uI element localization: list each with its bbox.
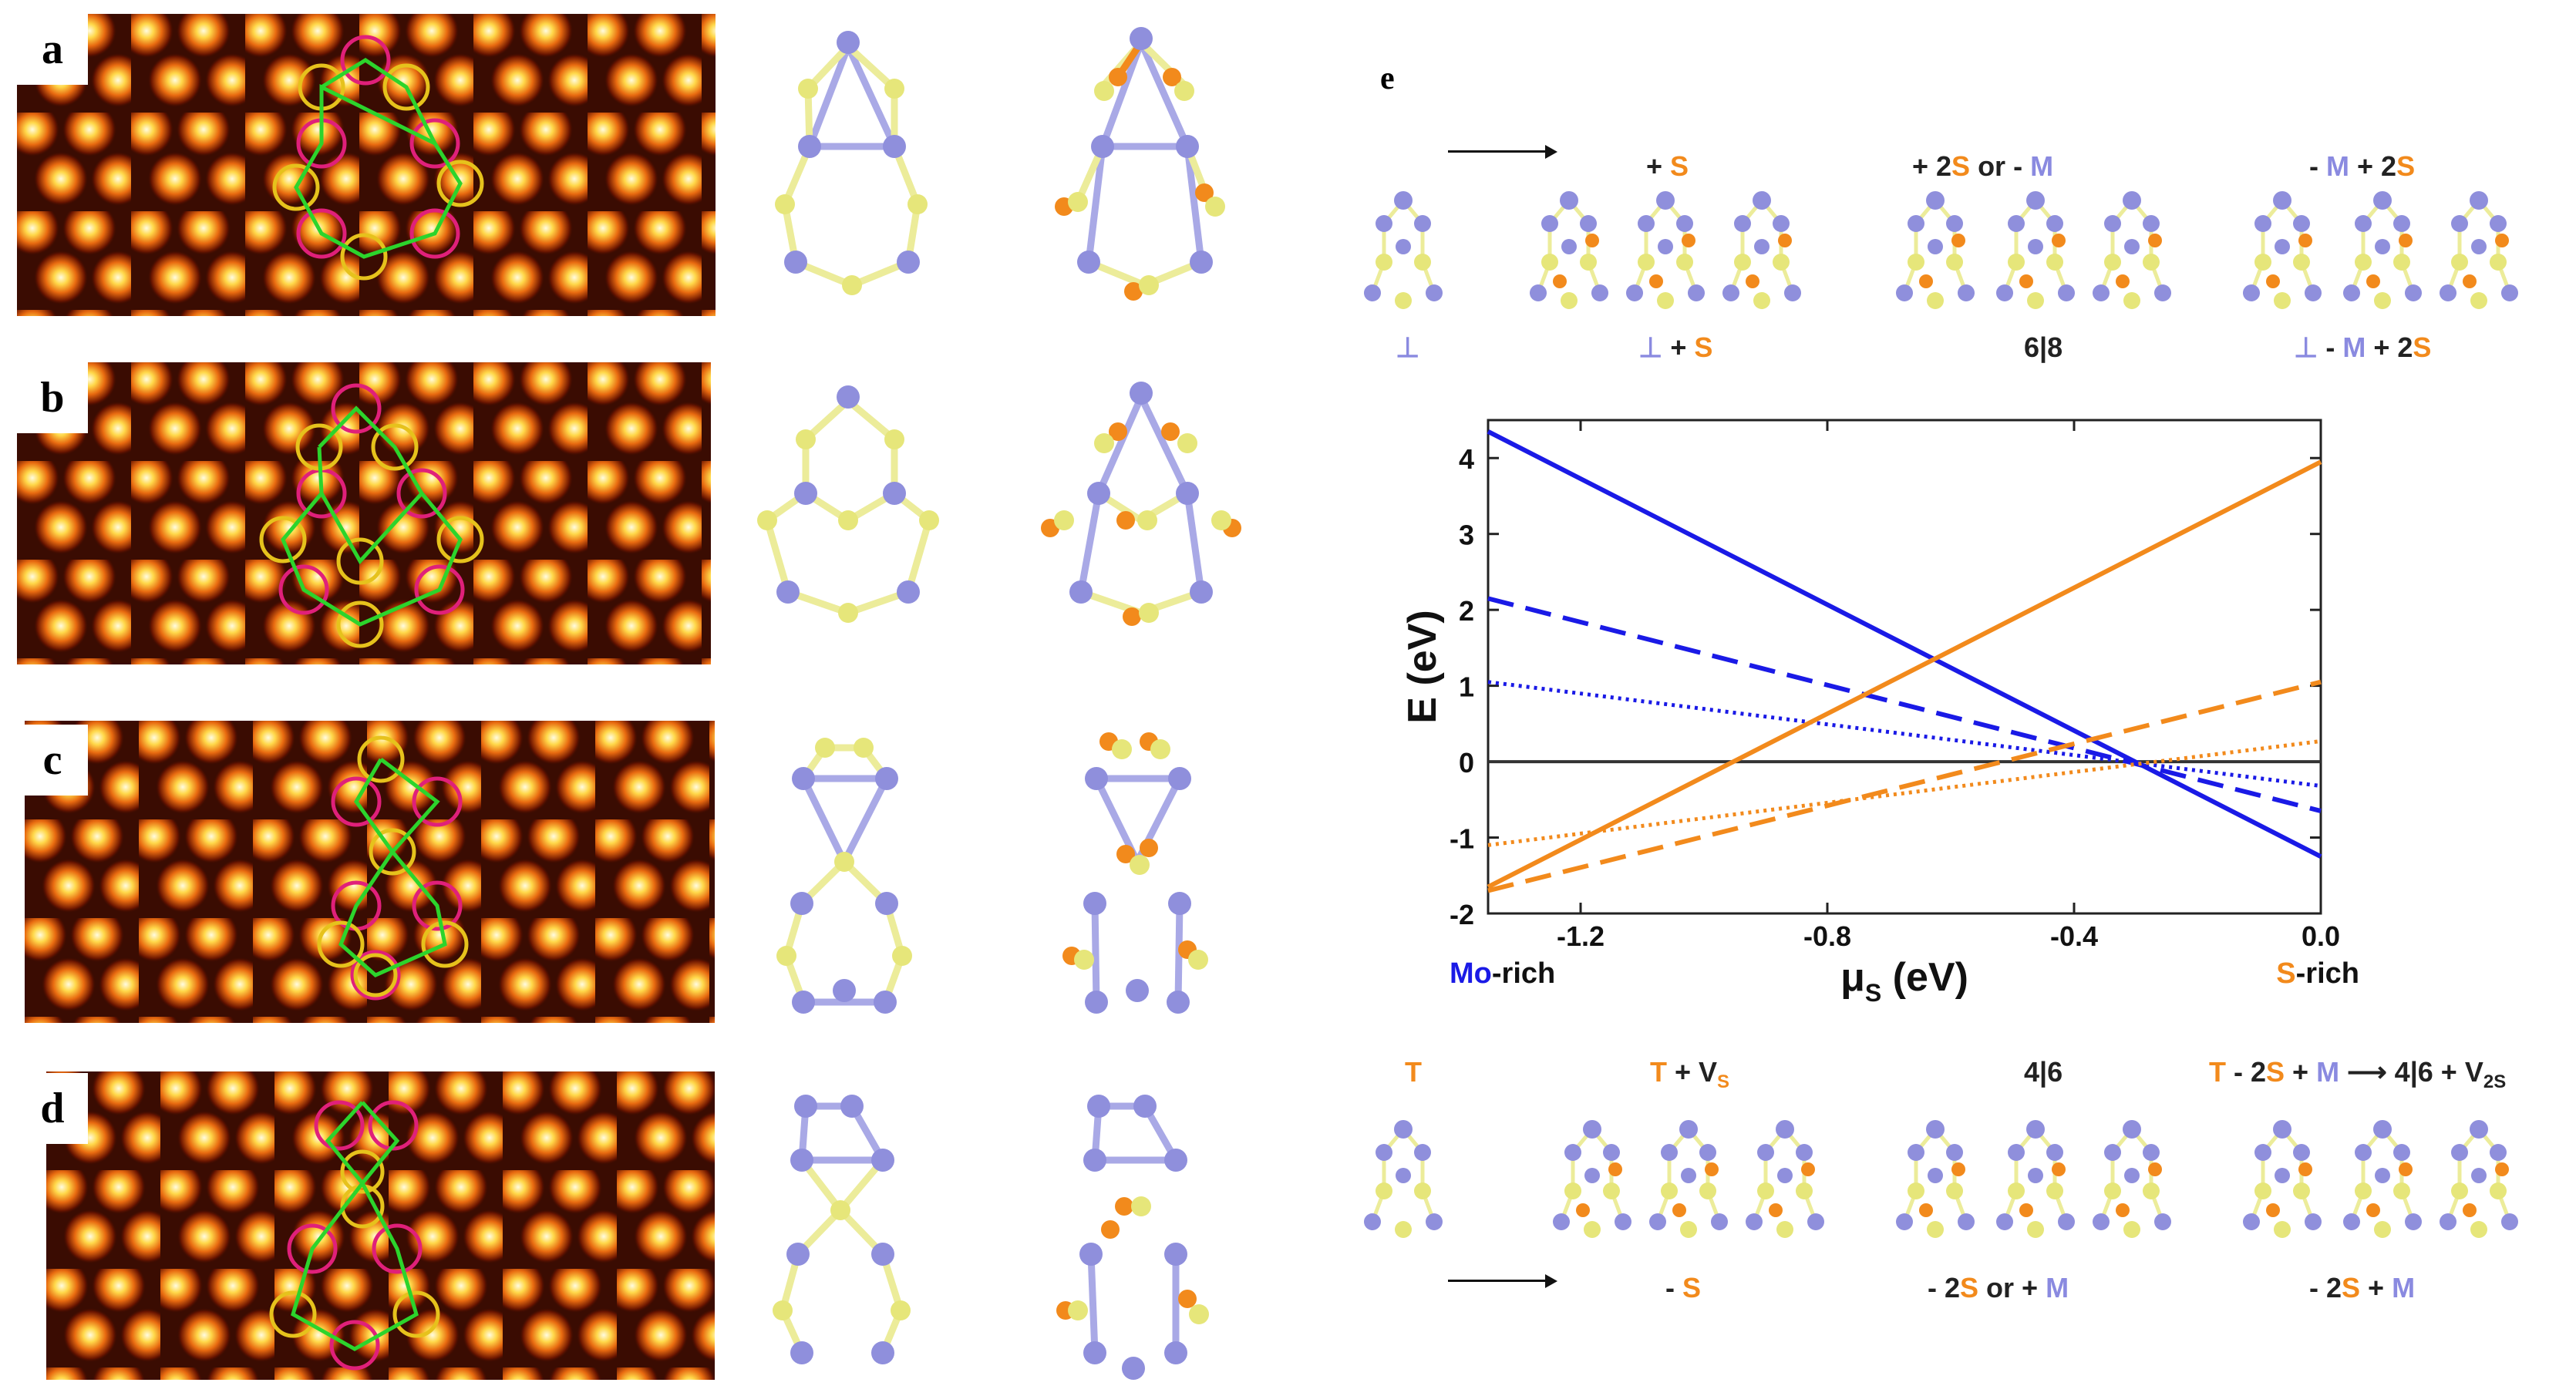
plot-frame: [1487, 419, 2322, 915]
x-tick-label: -1.2: [1557, 920, 1605, 952]
bottom-structures: [1357, 1110, 2552, 1264]
top-structures: [1357, 177, 2552, 331]
defect-overlay-d: [269, 1100, 440, 1371]
y-tick-label: 1: [1459, 671, 1474, 703]
mo-rich-suffix: -rich: [1492, 957, 1555, 990]
top-label-g3-bottom: ⊥ - M + 2S: [2294, 331, 2432, 363]
bottom-label-g1-top: T + VS: [1650, 1056, 1730, 1093]
x-tick-label: 0.0: [2302, 920, 2340, 952]
x-axis-label-mu: μ: [1840, 955, 1865, 1000]
bottom-label-g2-top: 4|6: [2024, 1056, 2063, 1088]
stm-image-d: [46, 1071, 715, 1380]
y-tick-label: -2: [1450, 899, 1474, 930]
atomic-models: [757, 27, 1241, 1380]
x-axis-label-sub: S: [1865, 979, 1881, 1007]
model-a-double: [1055, 27, 1225, 301]
series-blue-dashed: [1487, 596, 2322, 813]
model-c-double: [1062, 732, 1208, 1014]
top-label-g2-bottom: 6|8: [2024, 331, 2063, 363]
panel-label-b: b: [17, 362, 88, 433]
x-tick-label: -0.8: [1803, 920, 1851, 952]
mo-rich-annotation: Mo-rich: [1450, 957, 1555, 990]
bottom-label-left-symbol: T: [1405, 1056, 1422, 1088]
bottom-label-g2-bottom: - 2S or + M: [1928, 1272, 2069, 1303]
defect-overlay-b: [259, 383, 484, 648]
defect-overlay-c: [317, 735, 469, 1001]
stm-image-c: [25, 721, 715, 1023]
y-tick-label: 3: [1459, 520, 1474, 551]
top-label-g3-top: - M + 2S: [2309, 150, 2416, 182]
model-b-double: [1041, 382, 1241, 626]
y-tick-label: -1: [1450, 823, 1474, 855]
bottom-label-g3-top: T - 2S + M ⟶ 4|6 + V2S: [2209, 1056, 2507, 1093]
panel-label-c: c: [17, 725, 88, 796]
y-tick-label: 4: [1459, 443, 1474, 475]
top-label-g1-top: + S: [1646, 150, 1689, 182]
model-b-single: [757, 385, 939, 623]
s-rich-annotation: S-rich: [2276, 957, 2359, 990]
panel-label-d: d: [17, 1073, 88, 1144]
defect-overlay-a: [272, 35, 484, 281]
series-blue-dotted: [1487, 680, 2322, 789]
model-d-single: [773, 1095, 911, 1364]
x-tick-label: -0.4: [2050, 920, 2098, 952]
s-rich-suffix: -rich: [2296, 957, 2359, 990]
y-tick-label: 2: [1459, 595, 1474, 627]
top-label-g1-bottom: ⊥ + S: [1638, 331, 1713, 363]
series-blue-solid: [1487, 429, 2322, 859]
model-d-double: [1056, 1095, 1209, 1380]
series-orange-dotted: [1487, 739, 2322, 847]
top-arrow-line: [1448, 150, 1548, 153]
bottom-label-g1-bottom: - S: [1665, 1272, 1702, 1303]
stm-image-a: [17, 14, 716, 316]
series-orange-dashed: [1487, 679, 2322, 893]
stm-image-b: [17, 362, 711, 664]
model-a-single: [775, 31, 928, 295]
series-orange-solid: [1487, 459, 2322, 890]
panel-label-a: a: [17, 14, 88, 85]
x-axis-label-unit: (eV): [1881, 955, 1968, 1000]
bottom-arrow-head: [1545, 1274, 1557, 1288]
bottom-label-g3-bottom: - 2S + M: [2309, 1272, 2416, 1303]
x-axis-label: μS (eV): [1840, 955, 1968, 1007]
model-c-single: [776, 738, 912, 1014]
panel-label-e: e: [1380, 61, 1395, 96]
top-label-g2-top: + 2S or - M: [1912, 150, 2054, 182]
y-axis-label: E (eV): [1403, 610, 1445, 723]
top-label-left-symbol: ⊥: [1396, 331, 1420, 363]
s-rich-element: S: [2276, 957, 2295, 990]
mo-rich-element: Mo: [1450, 957, 1492, 990]
bottom-arrow-line: [1448, 1280, 1548, 1282]
top-arrow-head: [1545, 145, 1557, 159]
y-tick-label: 0: [1459, 747, 1474, 779]
